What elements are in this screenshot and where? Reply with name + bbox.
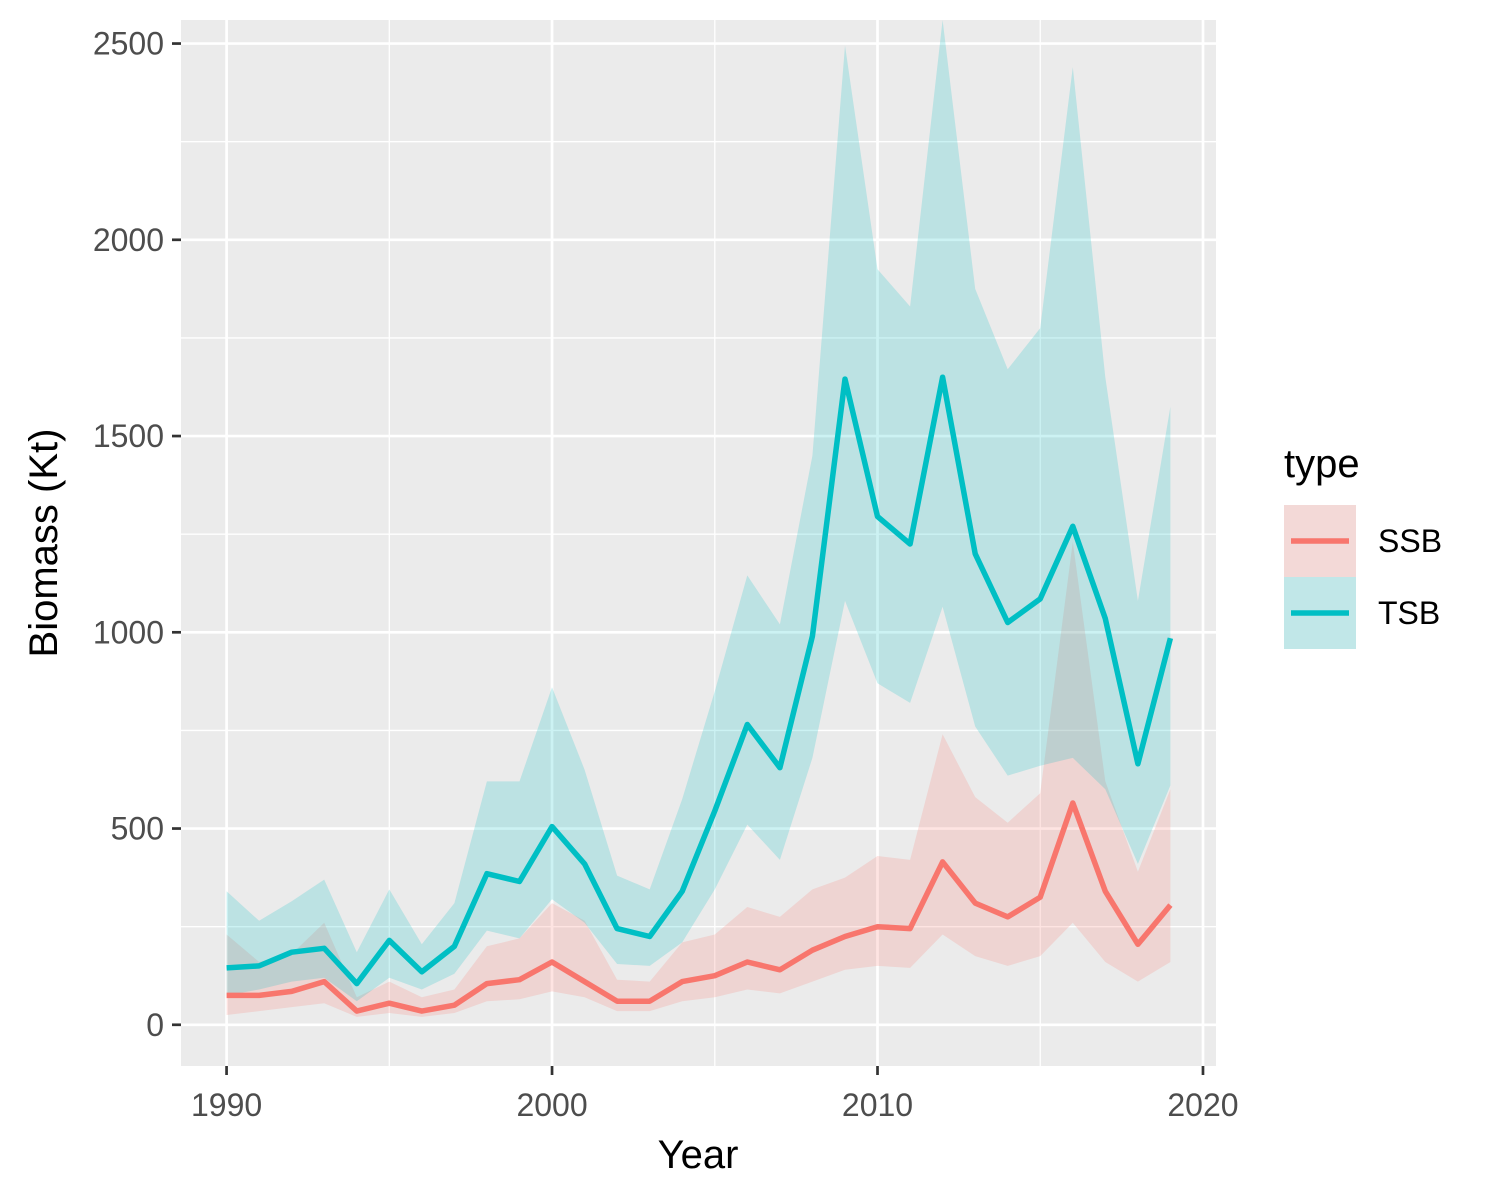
ssb-point — [420, 1010, 423, 1013]
tsb-point — [941, 376, 944, 379]
tsb-point — [974, 552, 977, 555]
legend: type SSB TSB — [1284, 442, 1442, 649]
ssb-point — [746, 961, 749, 964]
tsb-point — [1071, 525, 1074, 528]
ssb-point — [258, 994, 261, 997]
x-tick-label: 1990 — [191, 1087, 262, 1123]
y-tick-label: 1000 — [93, 614, 164, 650]
ssb-point — [1006, 915, 1009, 918]
tsb-point — [290, 951, 293, 954]
ssb-point — [355, 1010, 358, 1013]
ssb-point — [1104, 890, 1107, 893]
y-tick-label: 2000 — [93, 222, 164, 258]
y-tick-label: 0 — [146, 1007, 164, 1043]
ssb-point — [1169, 904, 1172, 907]
ssb-line — [226, 800, 1173, 1014]
y-tick-label: 2500 — [93, 26, 164, 62]
tsb-point — [1039, 597, 1042, 600]
legend-title: type — [1284, 442, 1360, 486]
tsb-point — [778, 766, 781, 769]
x-tick-label: 2000 — [516, 1087, 587, 1123]
legend-label: SSB — [1378, 523, 1442, 559]
tsb-point — [909, 543, 912, 546]
tsb-point — [1136, 762, 1139, 765]
tsb-point — [420, 970, 423, 973]
tsb-point — [225, 966, 228, 969]
ssb-point — [1039, 896, 1042, 899]
ssb-point — [876, 925, 879, 928]
tsb-point — [811, 635, 814, 638]
ssb-point — [811, 949, 814, 952]
major-gridlines — [181, 20, 1216, 1066]
tsb-point — [453, 945, 456, 948]
y-tick-label: 500 — [111, 811, 164, 847]
tsb-point — [876, 515, 879, 518]
ssb-point — [844, 935, 847, 938]
ssb-point — [485, 982, 488, 985]
tsb-point — [1006, 621, 1009, 624]
tsb-line — [226, 374, 1174, 987]
ssb-point — [388, 1002, 391, 1005]
y-axis-title: Biomass (Kt) — [22, 429, 66, 658]
ssb-point — [648, 1000, 651, 1003]
ssb-point — [583, 980, 586, 983]
y-axis: 0 500 1000 1500 2000 2500 — [93, 26, 181, 1043]
series-lines — [225, 374, 1174, 1014]
x-axis: 1990 2000 2010 2020 — [191, 1066, 1239, 1123]
ssb-point — [778, 968, 781, 971]
tsb-point — [844, 378, 847, 381]
legend-item-ssb: SSB — [1284, 505, 1442, 577]
legend-item-tsb: TSB — [1284, 577, 1440, 649]
tsb-point — [681, 890, 684, 893]
ssb-point — [941, 860, 944, 863]
tsb-point — [713, 809, 716, 812]
legend-label: TSB — [1378, 595, 1440, 631]
ssb-point — [453, 1004, 456, 1007]
tsb-point — [323, 947, 326, 950]
ssb-point — [909, 927, 912, 930]
tsb-point — [583, 862, 586, 865]
minor-gridlines — [181, 20, 1216, 1066]
tsb-point — [616, 927, 619, 930]
confidence-ribbons — [226, 20, 1171, 1017]
ssb-point — [616, 1000, 619, 1003]
tsb-point — [551, 825, 554, 828]
tsb-ribbon — [226, 20, 1171, 1002]
x-tick-label: 2010 — [842, 1087, 913, 1123]
ssb-point — [225, 994, 228, 997]
tsb-point — [1104, 617, 1107, 620]
ssb-ribbon — [226, 542, 1171, 1017]
tsb-point — [388, 939, 391, 942]
tsb-point — [485, 872, 488, 875]
ssb-point — [290, 990, 293, 993]
tsb-point — [1169, 637, 1172, 640]
ssb-point — [1071, 802, 1074, 805]
tsb-point — [518, 880, 521, 883]
ssb-point — [323, 980, 326, 983]
y-tick-label: 1500 — [93, 418, 164, 454]
x-axis-title: Year — [658, 1133, 739, 1177]
x-tick-label: 2020 — [1167, 1087, 1238, 1123]
tsb-point — [355, 982, 358, 985]
ssb-point — [1136, 943, 1139, 946]
tsb-point — [648, 935, 651, 938]
ssb-point — [681, 980, 684, 983]
ssb-point — [551, 961, 554, 964]
tsb-point — [258, 964, 261, 967]
tsb-point — [746, 723, 749, 726]
ssb-point — [974, 902, 977, 905]
ssb-point — [518, 978, 521, 981]
ssb-point — [713, 974, 716, 977]
